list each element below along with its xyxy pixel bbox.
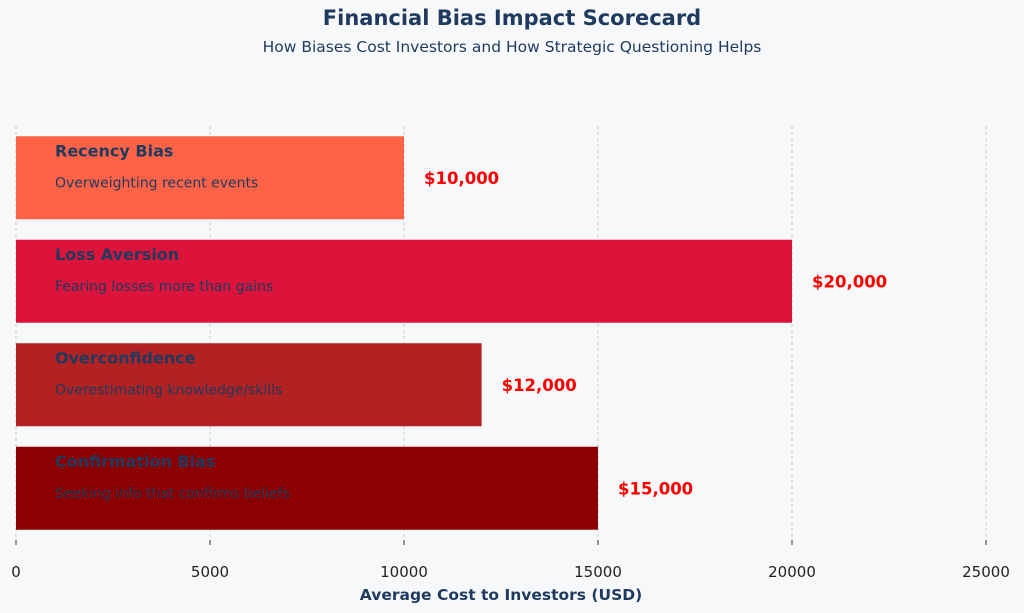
bar-value-label: $20,000	[812, 272, 887, 291]
bar-description-label: Overestimating knowledge/skills	[55, 382, 282, 398]
x-tick-label: 5000	[191, 563, 229, 581]
x-axis-ticks: 0 5000 10000 15000 20000 25000	[11, 540, 1010, 581]
x-tick-label: 10000	[380, 563, 428, 581]
bar-value-label: $15,000	[618, 479, 693, 498]
bar-overconfidence	[16, 343, 482, 427]
x-tick-label: 0	[11, 563, 21, 581]
chart-title: Financial Bias Impact Scorecard	[322, 6, 702, 30]
bar-loss-aversion	[16, 239, 792, 323]
bar-description-label: Overweighting recent events	[55, 175, 258, 191]
bar-category-label: Recency Bias	[55, 141, 173, 160]
x-tick-label: 25000	[962, 563, 1010, 581]
bar-value-label: $10,000	[424, 169, 499, 188]
chart-subtitle: How Biases Cost Investors and How Strate…	[262, 38, 762, 56]
bar-category-label: Loss Aversion	[55, 245, 179, 264]
bar-confirmation-bias	[16, 446, 598, 530]
bar-category-label: Overconfidence	[55, 348, 196, 367]
bar-recency-bias	[16, 136, 404, 220]
bar-value-label: $12,000	[502, 376, 577, 395]
x-axis-label: Average Cost to Investors (USD)	[360, 586, 642, 604]
x-tick-label: 20000	[768, 563, 816, 581]
bar-description-label: Fearing losses more than gains	[55, 279, 273, 295]
x-tick-label: 15000	[574, 563, 622, 581]
bar-description-label: Seeking info that confirms beliefs	[55, 486, 290, 502]
bars-group: Recency Bias Overweighting recent events $…	[16, 136, 887, 530]
bar-category-label: Confirmation Bias	[55, 452, 215, 471]
